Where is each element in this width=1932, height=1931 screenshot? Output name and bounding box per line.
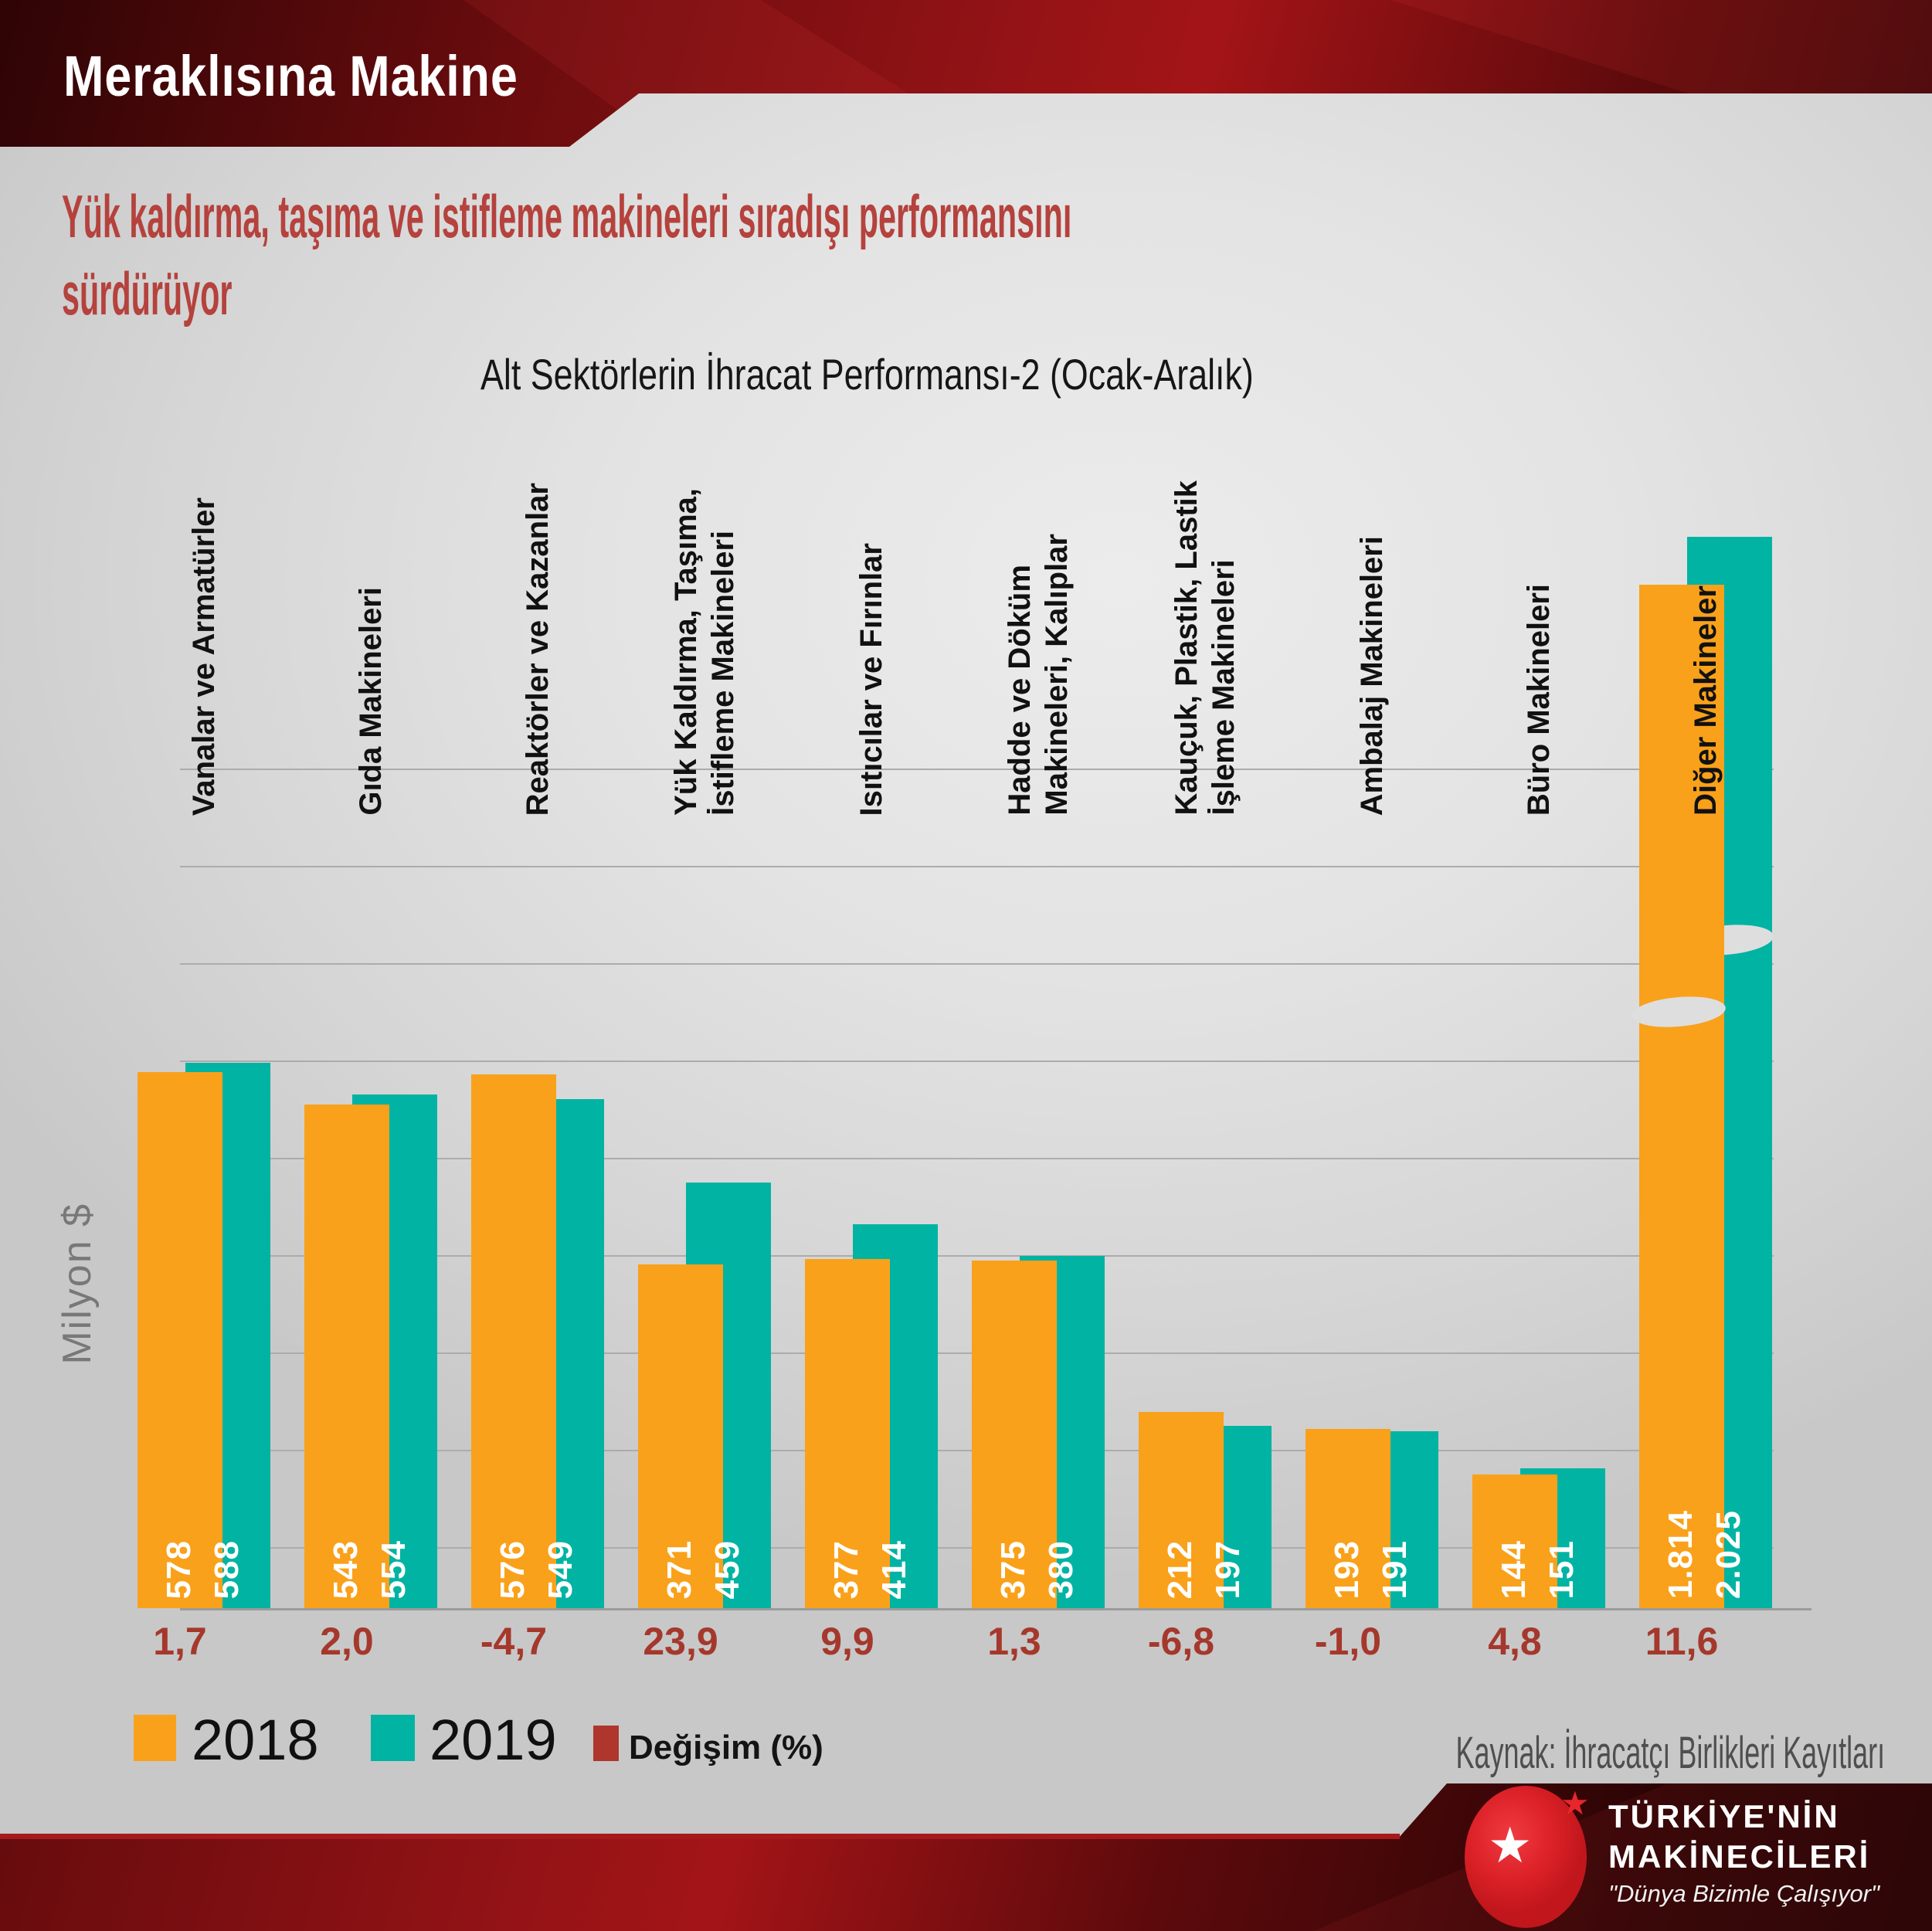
legend-swatch-2019 (371, 1715, 415, 1761)
source-note: Kaynak: İhracatçı Birlikleri Kayıtları (1455, 1728, 1885, 1778)
bar-2018 (471, 1074, 556, 1608)
bar-value-label-2019: 380 (1042, 1539, 1080, 1599)
bar-value-label-2019: 554 (375, 1539, 413, 1599)
bar-value-label-2019: 459 (708, 1539, 746, 1599)
legend-swatch-change (593, 1726, 619, 1761)
bar-value-label-2019: 191 (1376, 1539, 1414, 1599)
category-label: Gıda Makineleri (354, 587, 388, 816)
legend-label-2019: 2019 (430, 1708, 557, 1772)
change-percent-label: 11,6 (1645, 1620, 1719, 1663)
change-percent-label: -6,8 (1147, 1620, 1215, 1663)
category-label: Diğer Makineler (1689, 585, 1723, 816)
bar-value-label-2019: 414 (875, 1539, 913, 1599)
gridline (180, 1158, 1774, 1159)
logo-circle (1465, 1786, 1587, 1928)
gridline (180, 1255, 1774, 1257)
x-axis-baseline (180, 1608, 1811, 1610)
gridline (180, 866, 1774, 867)
change-percent-label: 1,3 (987, 1620, 1041, 1663)
footer-accent-line (0, 1834, 1400, 1839)
bar-2018 (638, 1264, 723, 1608)
legend-label-2018: 2018 (192, 1708, 319, 1772)
legend-swatch-2018 (134, 1715, 176, 1761)
bar-value-label-2019: 2.025 (1710, 1509, 1747, 1599)
change-percent-label: -4,7 (480, 1620, 548, 1663)
bar-value-label-2018: 576 (494, 1539, 531, 1599)
logo-star-red-icon: ★ (1560, 1785, 1590, 1821)
bar-value-label-2018: 543 (327, 1539, 365, 1599)
category-label: Yük Kaldırma, Taşıma, İstifleme Makinele… (669, 488, 740, 816)
change-percent-label: -1,0 (1314, 1620, 1382, 1663)
category-label: Vanalar ve Armatürler (187, 497, 221, 816)
bar-value-label-2018: 212 (1161, 1539, 1199, 1599)
logo-star-white-icon: ★ (1488, 1817, 1533, 1873)
category-label: Isıtıcılar ve Fırınlar (854, 542, 888, 816)
chart-title: Alt Sektörlerin İhracat Performansı-2 (O… (480, 350, 1254, 399)
bar-2018 (1639, 585, 1724, 1608)
category-label: Hadde ve Döküm Makineleri, Kalıplar (1003, 534, 1074, 816)
page-title-line2: sürdürüyor (62, 260, 233, 327)
bar-value-label-2019: 549 (542, 1539, 579, 1599)
bar-2018 (805, 1259, 890, 1608)
bar-2018 (1306, 1429, 1390, 1608)
change-percent-label: 1,7 (153, 1620, 207, 1663)
bar-value-label-2018: 371 (660, 1539, 698, 1599)
change-percent-label: 23,9 (643, 1620, 718, 1663)
change-percent-label: 9,9 (820, 1620, 874, 1663)
change-percent-label: 2,0 (320, 1620, 374, 1663)
bar-2018 (972, 1261, 1057, 1608)
page-title: Yük kaldırma, taşıma ve istifleme makine… (62, 178, 1071, 332)
logo-text-line2: MAKİNECİLERİ (1608, 1838, 1871, 1875)
bar-value-label-2018: 193 (1328, 1539, 1366, 1599)
gridline (180, 963, 1774, 965)
bar-2018 (1139, 1412, 1224, 1608)
gridline (180, 769, 1774, 770)
bar-value-label-2018: 144 (1495, 1539, 1533, 1599)
bar-value-label-2019: 151 (1543, 1539, 1581, 1599)
page-title-line1: Yük kaldırma, taşıma ve istifleme makine… (62, 182, 1072, 250)
bar-2018 (138, 1072, 222, 1608)
bar-value-label-2018: 375 (994, 1539, 1032, 1599)
gridline (180, 1061, 1774, 1062)
bar-value-label-2018: 377 (827, 1539, 865, 1599)
bar-2018 (1472, 1475, 1557, 1608)
bar-2018 (304, 1105, 389, 1608)
change-percent-label: 4,8 (1488, 1620, 1542, 1663)
logo-tagline: "Dünya Bizimle Çalışıyor" (1608, 1880, 1880, 1907)
category-label: Kauçuk, Plastik, Lastik İşleme Makineler… (1170, 480, 1241, 816)
category-label: Reaktörler ve Kazanlar (521, 482, 555, 816)
bar-value-label-2018: 578 (160, 1539, 198, 1599)
header-title: Meraklısına Makine (63, 44, 518, 108)
logo-text-line1: TÜRKİYE'NİN (1608, 1798, 1840, 1834)
category-label: Ambalaj Makineleri (1355, 535, 1389, 816)
legend-label-change: Değişim (%) (629, 1729, 823, 1766)
category-label: Büro Makineleri (1522, 583, 1556, 816)
bar-value-label-2019: 588 (208, 1539, 246, 1599)
bar-value-label-2019: 197 (1209, 1539, 1247, 1599)
bar-value-label-2018: 1.814 (1662, 1509, 1699, 1599)
